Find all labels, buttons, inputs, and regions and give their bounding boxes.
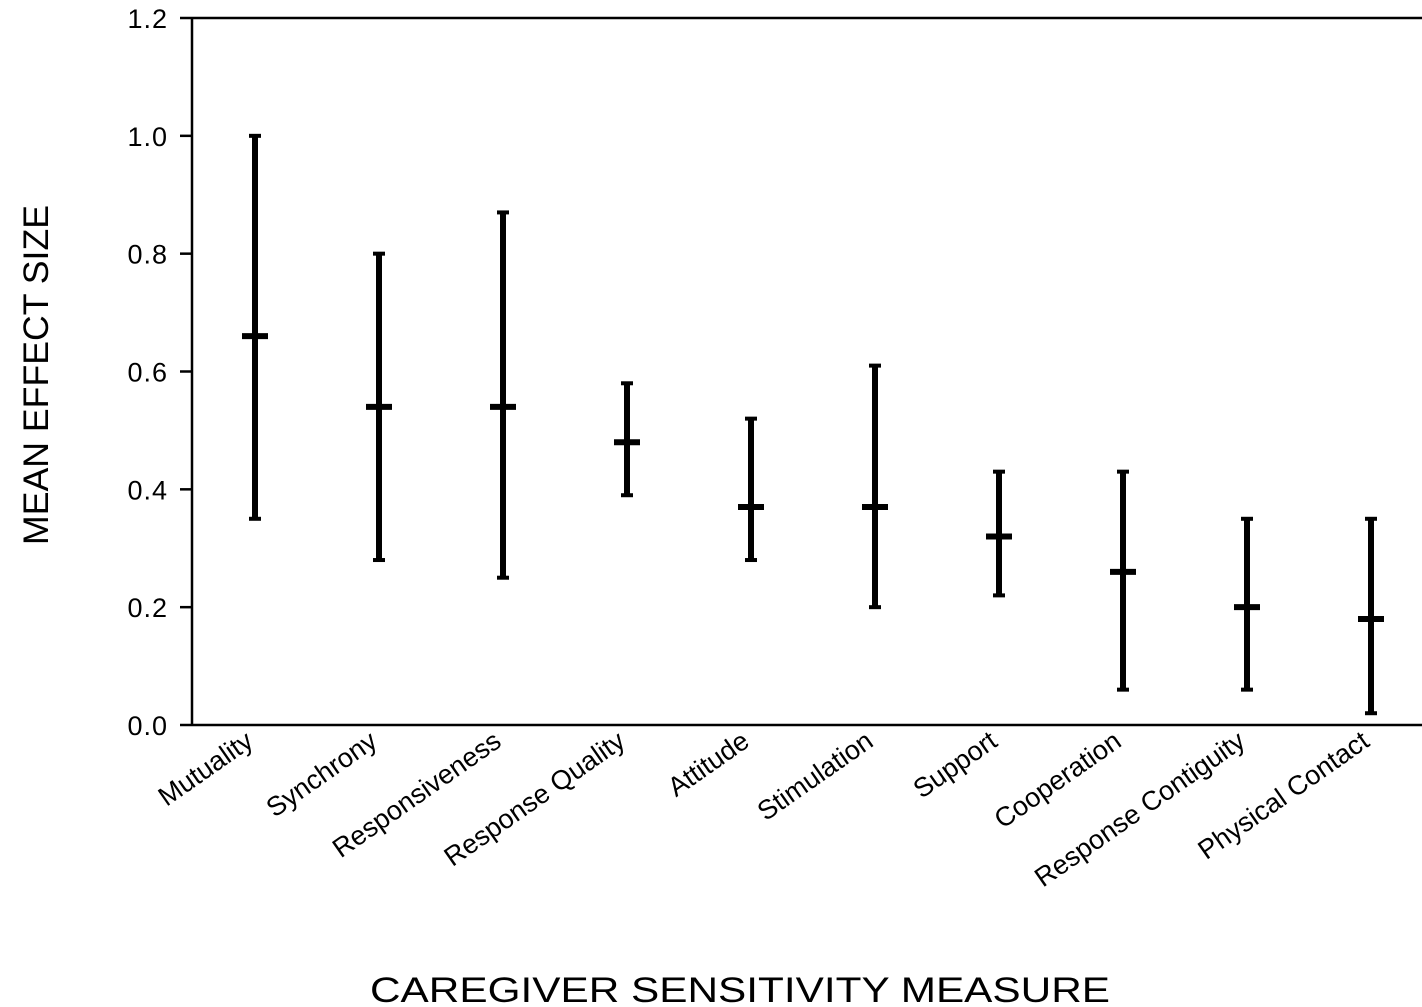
error-bar-physical-contact [1358, 516, 1384, 716]
error-bar-cooperation [1110, 469, 1136, 692]
y-tick-label: 0.2 [127, 593, 168, 623]
error-bar-stimulation [862, 363, 888, 610]
error-bar-synchrony [366, 251, 392, 563]
x-tick-label: Synchrony [261, 725, 383, 823]
x-tick-label: Response Contiguity [1029, 725, 1251, 893]
y-tick-label: 0.8 [127, 240, 168, 270]
error-bars [242, 133, 1384, 716]
x-axis-title: CAREGIVER SENSITIVITY MEASURE [370, 971, 1110, 1007]
x-tick-label: Support [908, 725, 1003, 804]
y-axis-title: MEAN EFFECT SIZE [17, 205, 56, 545]
error-bar-mutuality [242, 133, 268, 521]
x-tick-label: Stimulation [752, 725, 879, 826]
x-tick-label: Attitude [662, 725, 754, 802]
error-bar-support [986, 469, 1012, 598]
y-tick-label: 0.6 [127, 358, 168, 388]
x-tick-labels: Mutuality SynchronyResponsivenessResponse… [153, 725, 1375, 893]
y-tick-label: 0.4 [127, 475, 168, 505]
error-bar-response-contiguity [1234, 516, 1260, 692]
y-tick-label: 1.0 [127, 122, 168, 152]
x-tick-label: Mutuality [153, 725, 259, 812]
y-tick-label: 0.0 [127, 711, 168, 741]
error-bar-attitude [738, 416, 764, 563]
y-ticks: 0.0 0.2 0.4 0.6 0.8 1.0 1.2 [127, 4, 192, 741]
error-bar-response-quality [614, 381, 640, 498]
error-bar-responsiveness [490, 210, 516, 580]
y-tick-label: 1.2 [127, 4, 168, 34]
